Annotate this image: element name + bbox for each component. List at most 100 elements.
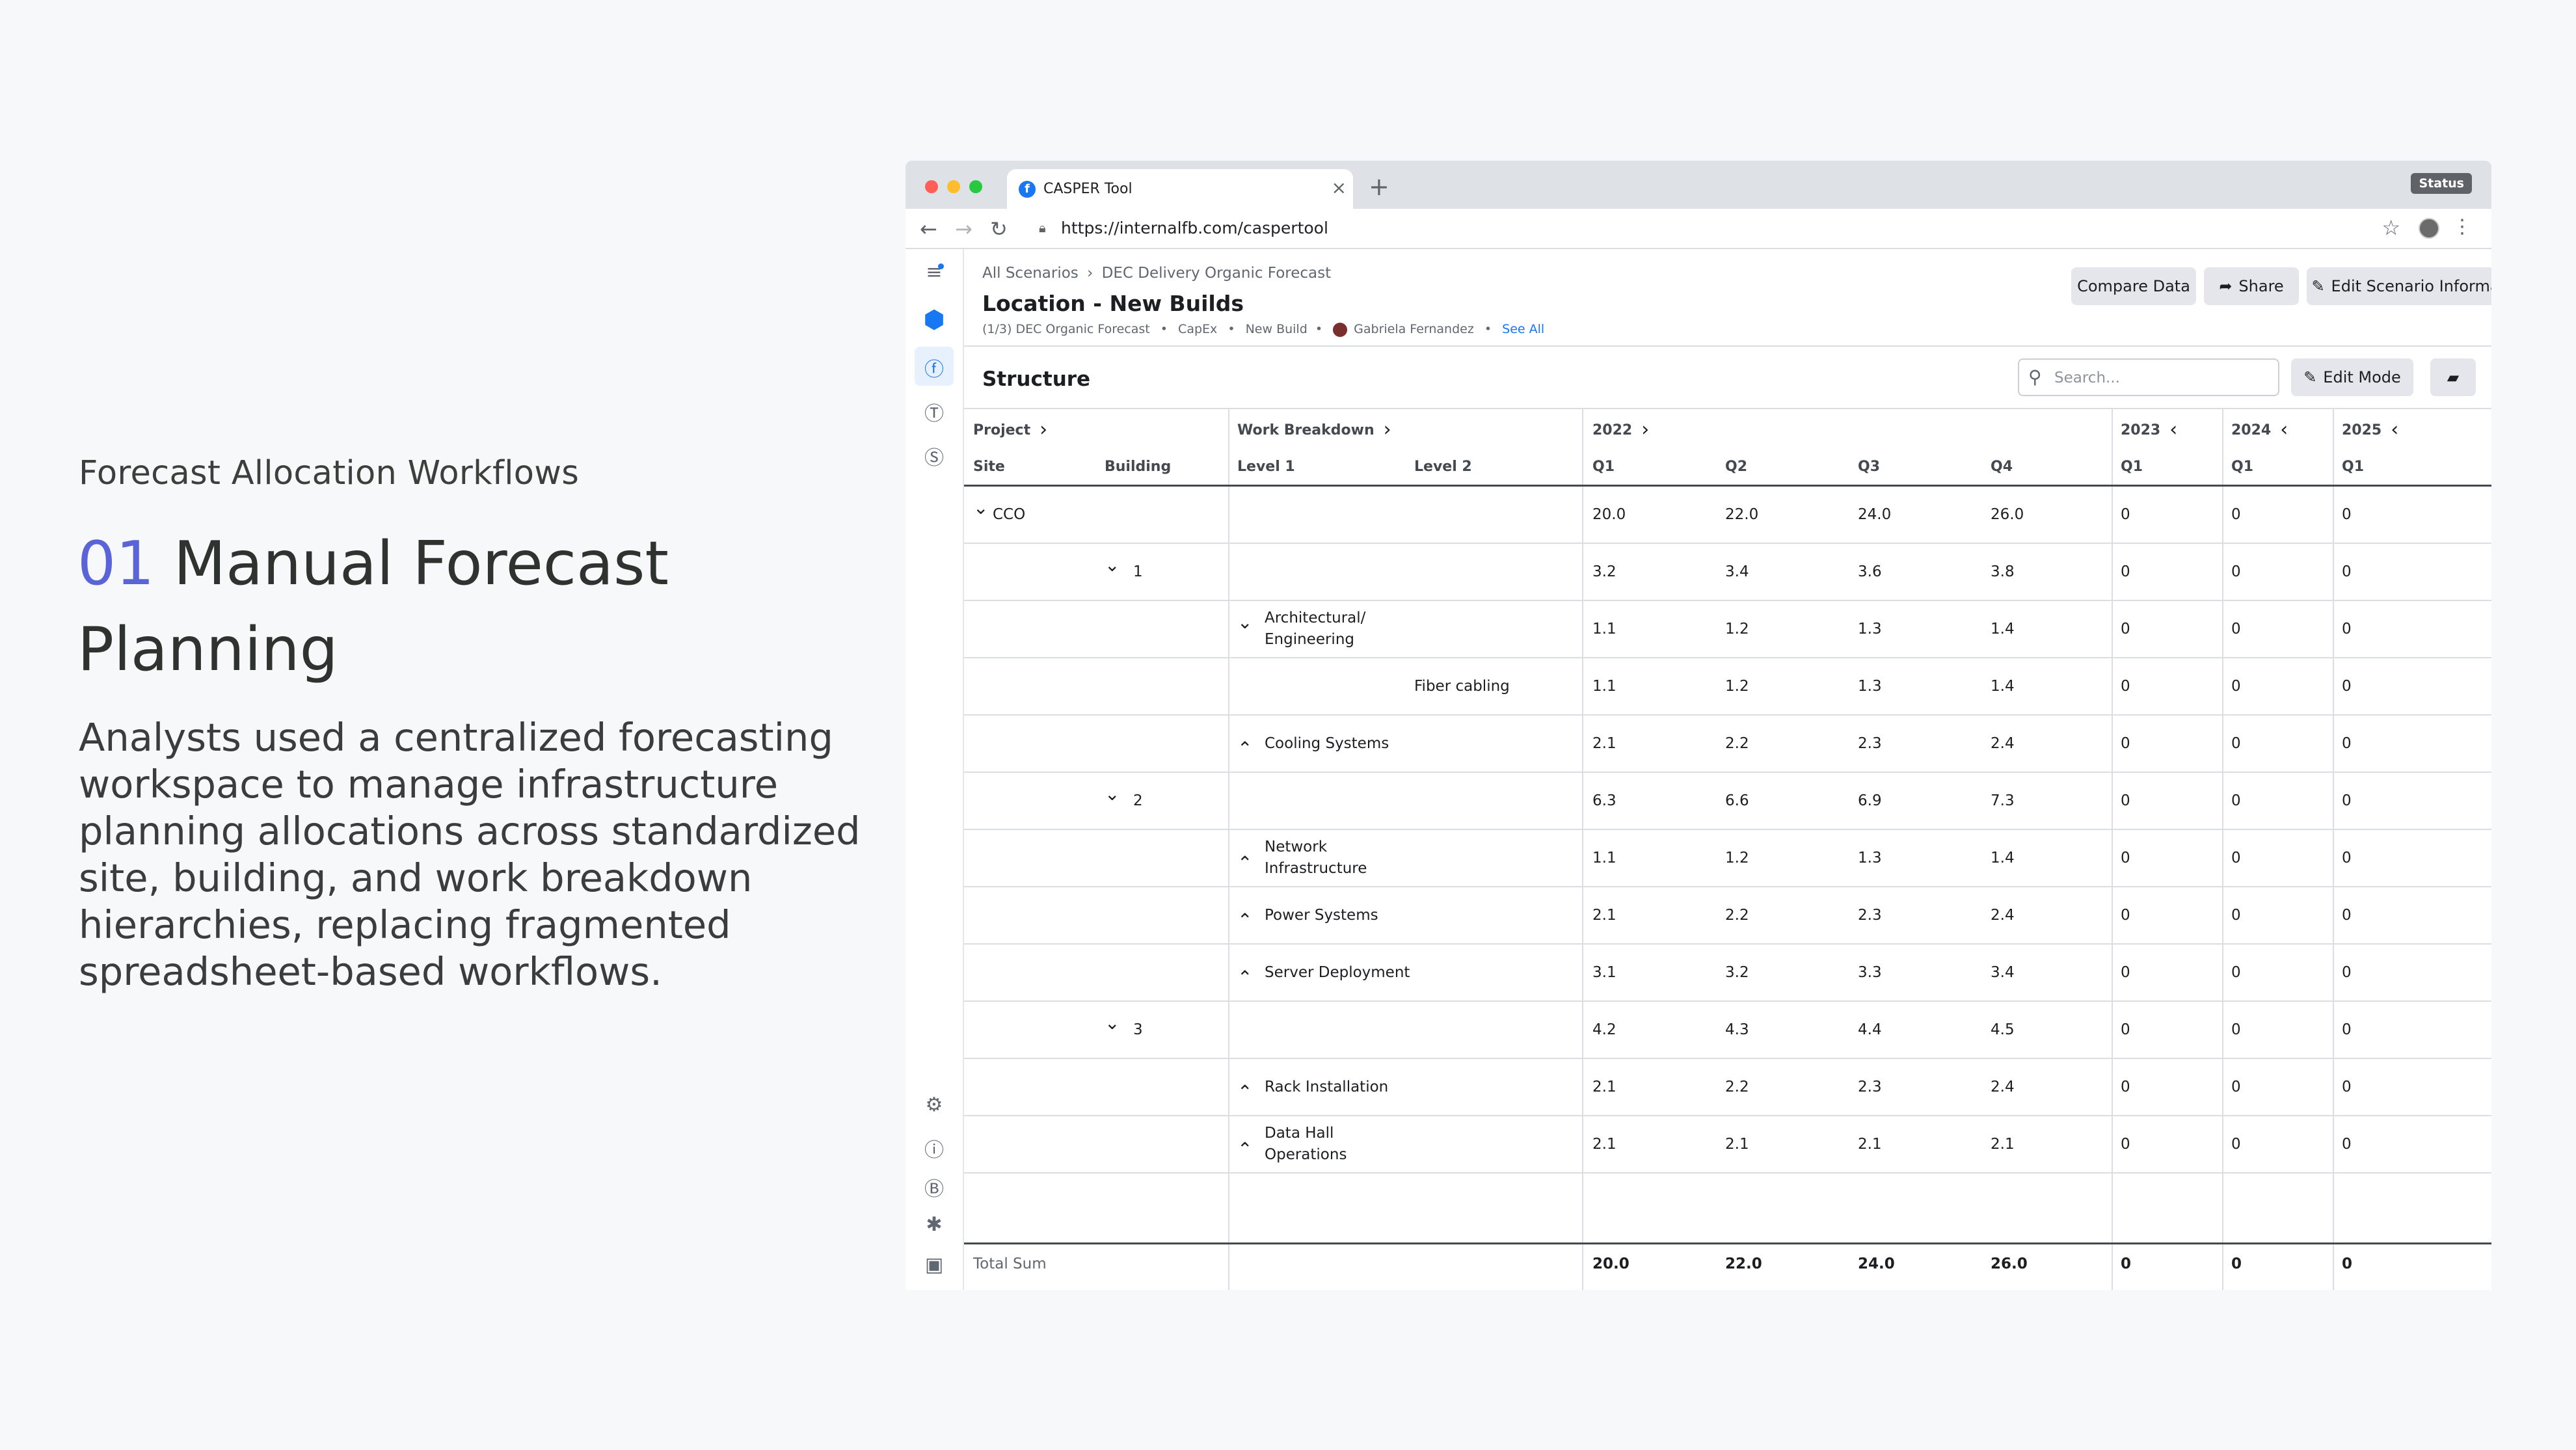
chevron-right-icon[interactable]: ›: [1040, 418, 1048, 441]
back-arrow-icon[interactable]: ←: [920, 217, 937, 241]
cell-value[interactable]: 20.0: [1592, 506, 1626, 523]
cell-value[interactable]: 0: [2231, 621, 2241, 638]
cell-value[interactable]: 1.1: [1592, 621, 1617, 638]
cell-value[interactable]: 0: [2342, 735, 2352, 752]
cell-value[interactable]: 3.4: [1991, 964, 2015, 981]
chevron-down-icon[interactable]: ⌄: [1105, 554, 1120, 576]
group-2023[interactable]: 2023 ‹: [2121, 418, 2177, 441]
menu-icon[interactable]: ≡: [906, 261, 963, 284]
cell-value[interactable]: 0: [2342, 506, 2352, 523]
cell-value[interactable]: 26.0: [1991, 506, 2024, 523]
cell-value[interactable]: 1.4: [1991, 678, 2015, 695]
chevron-up-icon[interactable]: ⌃: [1237, 852, 1253, 874]
chevron-up-icon[interactable]: ⌃: [1237, 909, 1253, 931]
cell-value[interactable]: 1.2: [1725, 678, 1749, 695]
table-row[interactable]: ⌄ 3 4.2 4.3 4.4 4.5 0 0 0: [964, 1002, 2491, 1059]
url-field[interactable]: https://internalfb.com/caspertool: [1061, 219, 1328, 237]
cell-value[interactable]: 0: [2231, 792, 2241, 809]
comment-button[interactable]: ▰: [2430, 358, 2476, 396]
cell-value[interactable]: 24.0: [1858, 506, 1892, 523]
table-row[interactable]: ⌃ Cooling Systems 2.1 2.2 2.3 2.4 0 0 0: [964, 716, 2491, 773]
cell-value[interactable]: 2.1: [1991, 1136, 2015, 1153]
breadcrumb-current[interactable]: DEC Delivery Organic Forecast: [1101, 265, 1332, 282]
cell-value[interactable]: 2.4: [1991, 1079, 2015, 1095]
cell-value[interactable]: 0: [2231, 850, 2241, 866]
cell-value[interactable]: 2.2: [1725, 735, 1749, 752]
cell-value[interactable]: 1.1: [1592, 850, 1617, 866]
table-row[interactable]: ⌃ Server Deployment 3.1 3.2 3.3 3.4 0 0 0: [964, 945, 2491, 1002]
cell-value[interactable]: 0: [2231, 1021, 2241, 1038]
group-2024[interactable]: 2024 ‹: [2231, 418, 2288, 441]
chevron-down-icon[interactable]: ⌄: [973, 497, 989, 518]
table-row[interactable]: ⌃ Rack Installation 2.1 2.2 2.3 2.4 0 0 0: [964, 1059, 2491, 1116]
table-row[interactable]: Fiber cabling 1.1 1.2 1.3 1.4 0 0 0: [964, 658, 2491, 716]
reload-icon[interactable]: ↻: [990, 217, 1008, 241]
cell-value[interactable]: 0: [2121, 964, 2130, 981]
group-project[interactable]: Project ›: [973, 418, 1047, 441]
cell-value[interactable]: 6.3: [1592, 792, 1617, 809]
cell-value[interactable]: 0: [2231, 1136, 2241, 1153]
table-row[interactable]: ⌄ 2 6.3 6.6 6.9 7.3 0 0 0: [964, 773, 2491, 830]
cell-value[interactable]: 3.6: [1858, 563, 1882, 580]
forecast-icon[interactable]: ⓕ: [924, 358, 944, 381]
billing-icon[interactable]: Ⓑ: [924, 1178, 944, 1201]
cell-value[interactable]: 0: [2231, 563, 2241, 580]
cell-value[interactable]: 0: [2231, 964, 2241, 981]
compare-data-button[interactable]: Compare Data: [2071, 267, 2196, 305]
cell-value[interactable]: 0: [2342, 907, 2352, 924]
cell-value[interactable]: 2.2: [1725, 907, 1749, 924]
cell-value[interactable]: 7.3: [1991, 792, 2015, 809]
table-row[interactable]: ⌄ Architectural/ Engineering 1.1 1.2 1.3 1.4 0…: [964, 601, 2491, 658]
status-badge[interactable]: Status: [2411, 173, 2472, 194]
cell-value[interactable]: 0: [2342, 792, 2352, 809]
help-icon[interactable]: ⓘ: [924, 1139, 944, 1162]
cell-value[interactable]: 0: [2121, 792, 2130, 809]
budget-icon[interactable]: Ⓢ: [924, 447, 944, 470]
cell-value[interactable]: 2.1: [1592, 735, 1617, 752]
browser-tab[interactable]: f CASPER Tool ×: [1007, 169, 1353, 209]
table-row[interactable]: ⌃ Network Infrastructure 1.1 1.2 1.3 1.4 0 0 0: [964, 830, 2491, 887]
search-input[interactable]: [2053, 365, 2270, 391]
cell-value[interactable]: 0: [2121, 907, 2130, 924]
cell-value[interactable]: 0: [2121, 563, 2130, 580]
cell-value[interactable]: 1.4: [1991, 621, 2015, 638]
cell-value[interactable]: 2.3: [1858, 907, 1882, 924]
cell-value[interactable]: 0: [2121, 678, 2130, 695]
cell-value[interactable]: 0: [2121, 506, 2130, 523]
cell-value[interactable]: 0: [2231, 1079, 2241, 1095]
more-options-icon[interactable]: ⋮: [2452, 215, 2472, 238]
cell-value[interactable]: 0: [2342, 1079, 2352, 1095]
cell-value[interactable]: 4.3: [1725, 1021, 1749, 1038]
cell-value[interactable]: 0: [2121, 1079, 2130, 1095]
cell-value[interactable]: 2.2: [1725, 1079, 1749, 1095]
chevron-down-icon[interactable]: ⌄: [1105, 783, 1120, 805]
cell-value[interactable]: 0: [2342, 1136, 2352, 1153]
cell-value[interactable]: 0: [2121, 1021, 2130, 1038]
cell-value[interactable]: 2.1: [1725, 1136, 1749, 1153]
cell-value[interactable]: 2.1: [1592, 907, 1617, 924]
cell-value[interactable]: 4.4: [1858, 1021, 1882, 1038]
avatar[interactable]: [2419, 218, 2439, 239]
cell-value[interactable]: 3.2: [1592, 563, 1617, 580]
edit-mode-button[interactable]: ✎ Edit Mode: [2291, 358, 2413, 396]
panel-icon[interactable]: ▣: [924, 1254, 944, 1276]
cell-value[interactable]: 2.3: [1858, 1079, 1882, 1095]
star-icon[interactable]: ☆: [2381, 215, 2400, 240]
minimize-window-button[interactable]: [947, 180, 960, 193]
chevron-right-icon[interactable]: ›: [1383, 418, 1391, 441]
cell-value[interactable]: 0: [2342, 678, 2352, 695]
cell-value[interactable]: 0: [2342, 964, 2352, 981]
cell-value[interactable]: 2.1: [1592, 1136, 1617, 1153]
cell-value[interactable]: 6.9: [1858, 792, 1882, 809]
table-row[interactable]: ⌄ 1 3.2 3.4 3.6 3.8 0 0 0: [964, 544, 2491, 601]
chevron-up-icon[interactable]: ⌃: [1237, 1138, 1253, 1160]
chevron-down-icon[interactable]: ⌄: [1105, 1012, 1120, 1034]
chevron-left-icon[interactable]: ‹: [2391, 418, 2399, 441]
cell-value[interactable]: 3.8: [1991, 563, 2015, 580]
cell-value[interactable]: 3.2: [1725, 964, 1749, 981]
cell-value[interactable]: 0: [2342, 1021, 2352, 1038]
currency-icon[interactable]: Ⓣ: [924, 403, 944, 425]
cell-value[interactable]: 1.3: [1858, 678, 1882, 695]
cell-value[interactable]: 0: [2121, 621, 2130, 638]
cell-value[interactable]: 4.5: [1991, 1021, 2015, 1038]
